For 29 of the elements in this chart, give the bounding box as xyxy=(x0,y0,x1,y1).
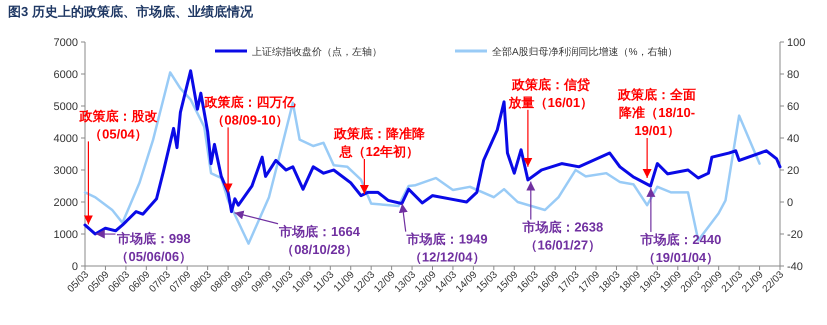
legend-label: 上证综指收盘价（点，左轴） xyxy=(252,46,382,58)
y2-tick-label: -40 xyxy=(787,261,803,273)
y2-tick-label: 0 xyxy=(787,197,794,209)
y2-tick-label: 80 xyxy=(787,69,800,81)
annotation: 市场底：2440（19/01/04） xyxy=(639,232,722,265)
y2-tick-label: -20 xyxy=(787,229,803,241)
legend-label: 全部A股归母净利润同比增速（%，右轴） xyxy=(492,46,678,58)
y2-tick-label: 40 xyxy=(787,133,800,145)
annotation: 市场底：2638（16/01/27） xyxy=(521,220,604,253)
y-tick-label: 2000 xyxy=(54,197,78,209)
annotation: 政策底：信贷放量（16/01） xyxy=(508,76,594,110)
y-tick-label: 7000 xyxy=(54,37,78,49)
y-tick-label: 3000 xyxy=(54,165,78,177)
y-tick-label: 6000 xyxy=(54,69,78,81)
chart-title: 图3 历史上的政策底、市场底、业绩底情况 xyxy=(8,4,254,19)
y-tick-label: 5000 xyxy=(54,101,78,113)
annotation: 政策底：降准降息（12年初） xyxy=(332,126,426,159)
annotation: 市场底：998（05/06/06） xyxy=(115,231,192,264)
y2-tick-label: 100 xyxy=(787,37,806,49)
annotation: 市场底：1664（08/10/28） xyxy=(278,224,361,257)
annotation: 政策底：四万亿（08/09-10） xyxy=(204,94,297,128)
y2-tick-label: 20 xyxy=(787,165,800,177)
y2-tick-label: 60 xyxy=(787,101,800,113)
y-tick-label: 4000 xyxy=(54,133,78,145)
annotation: 政策底：股改（05/04） xyxy=(78,108,158,142)
y-tick-label: 1000 xyxy=(54,229,78,241)
annotation: 市场底：1949（12/12/04） xyxy=(406,232,488,265)
annotation: 政策底：全面降准（18/10-19/01） xyxy=(617,87,696,138)
y-tick-label: 0 xyxy=(72,261,78,273)
